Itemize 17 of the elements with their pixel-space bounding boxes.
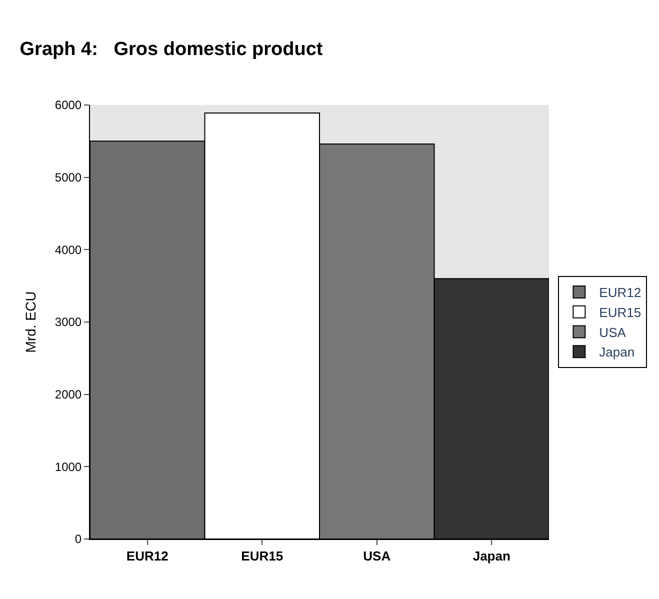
y-tick-label: 0 xyxy=(74,532,82,546)
y-tick-label: 2000 xyxy=(54,388,82,402)
x-tick-label: USA xyxy=(363,548,392,564)
y-tick-label: 3000 xyxy=(54,315,82,330)
chart-title: Graph 4: Gros domestic product xyxy=(20,39,324,60)
legend-label: USA xyxy=(599,324,626,340)
x-tick-label: EUR15 xyxy=(241,548,284,564)
x-tick-label: Japan xyxy=(472,548,510,564)
legend-label: EUR12 xyxy=(599,285,642,300)
legend-label: Japan xyxy=(599,344,635,360)
y-tick-label: 5000 xyxy=(54,170,82,185)
y-tick-label: 6000 xyxy=(54,98,82,112)
x-tick-label: EUR12 xyxy=(126,548,168,564)
y-tick-label: 1000 xyxy=(54,460,82,474)
y-tick-label: 4000 xyxy=(54,242,82,257)
legend-label: EUR15 xyxy=(599,304,642,320)
y-axis-title: Mrd. ECU xyxy=(22,291,38,353)
